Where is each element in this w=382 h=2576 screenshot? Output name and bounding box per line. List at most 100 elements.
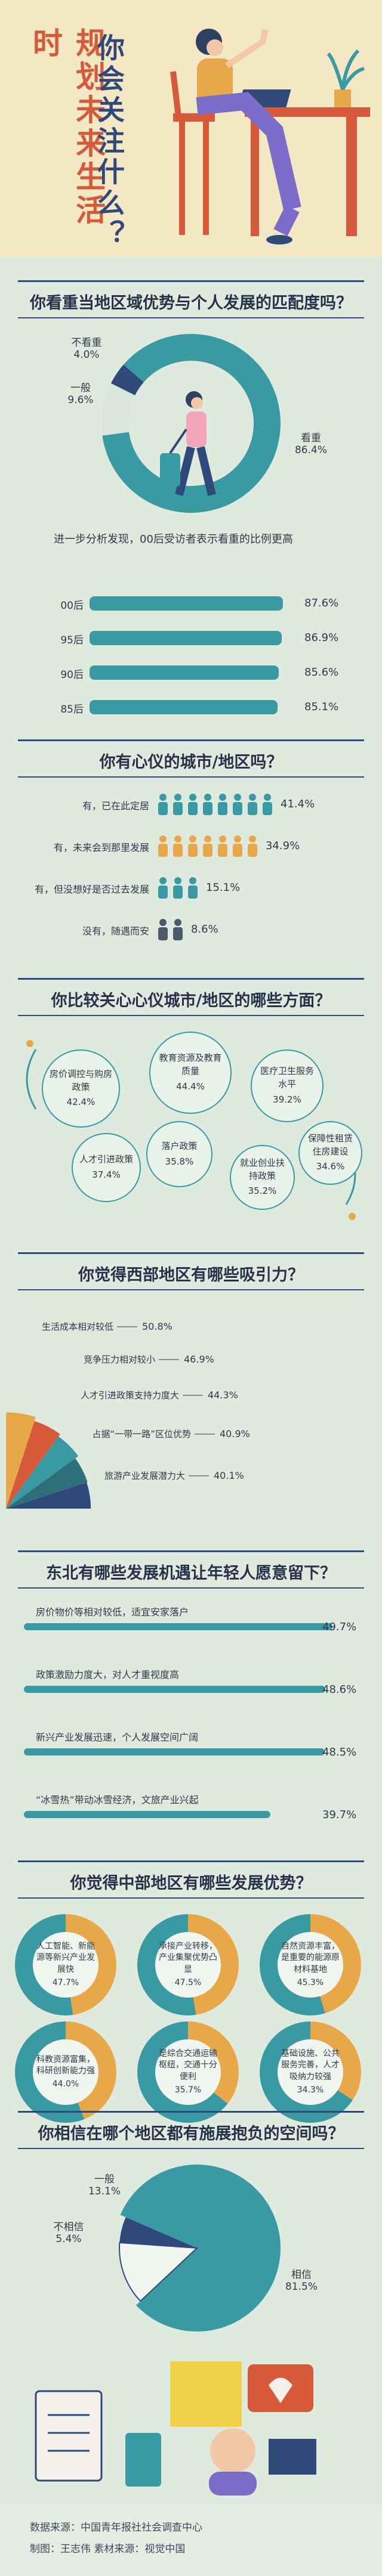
ring-text: 基础设施、公共服务完善，人才吸纳力较强 34.3% (281, 2048, 340, 2096)
section-divider (18, 1015, 364, 1016)
bar-value: 86.9% (304, 631, 339, 644)
ring-center: 科教资源富集，科研创新能力强 44.0% (33, 2039, 98, 2105)
bar-mark (24, 1748, 325, 1755)
concern-bubble: 人才引进政策 37.4% (72, 1133, 141, 1202)
ring-value: 44.0% (52, 2079, 79, 2089)
ring-text: 是综合交通运输枢纽，交通十分便利 35.7% (159, 2048, 217, 2096)
pictogram-label: 没有，随遇而安 (82, 925, 149, 937)
advantage-ring: 自然资源丰富，是重要的能源原材料基地 45.3% (260, 1914, 361, 2015)
advantage-ring: 承接产业转移，产业集聚优势凸显 47.5% (137, 1914, 239, 2015)
hero-title-right: 你会关注什么？ (93, 33, 125, 250)
fan-value: 40.9% (220, 1428, 250, 1439)
bubble-label: 就业创业扶持政策 (239, 1157, 285, 1181)
bar-value: 85.1% (304, 701, 339, 713)
fan-value: 44.3% (208, 1389, 238, 1401)
bubble-label: 教育资源及教育质量 (159, 1052, 222, 1077)
fan-value: 46.9% (184, 1354, 214, 1365)
person-icon (158, 877, 168, 899)
ring-label: 自然资源丰富，是重要的能源原材料基地 (281, 1941, 340, 1974)
fan-value: 50.8% (142, 1321, 172, 1332)
bar-label: 85后 (60, 704, 84, 716)
q7-pie-chart (119, 2165, 281, 2332)
ring-value: 45.3% (297, 1977, 324, 1987)
person-icon (173, 919, 183, 940)
concern-bubble: 房价调控与购房政策 42.4% (42, 1049, 120, 1128)
advantage-ring: 科教资源富集，科研创新能力强 44.0% (15, 2021, 116, 2123)
section-divider (18, 2111, 364, 2113)
fan-label: 生活成本相对较低 (42, 1321, 113, 1332)
advantage-ring: 是综合交通运输枢纽，交通十分便利 35.7% (137, 2021, 239, 2123)
donut-slice-2 (110, 364, 144, 395)
fan-label: 占据“一带一路”区位优势 (92, 1429, 191, 1439)
q1-label-important: 看重 86.4% (294, 432, 327, 456)
person-icon (188, 835, 198, 857)
section-divider (18, 1252, 364, 1254)
q2-title: 你有心仪的城市/地区吗？ (99, 753, 283, 772)
fan-slice-3 (6, 1458, 88, 1509)
hero-title-left: 规划未来生活时 (28, 27, 106, 228)
bar-value: 85.6% (304, 666, 339, 679)
bar-mark (90, 596, 284, 611)
bar-value: 87.6% (304, 597, 339, 609)
person-icon (158, 794, 168, 815)
bar-mark (24, 1686, 326, 1693)
bubble-value: 37.4% (92, 1169, 121, 1180)
ring-center: 自然资源丰富，是重要的能源原材料基地 45.3% (278, 1932, 343, 1998)
concern-bubble: 保障性租赁住房建设 34.6% (298, 1121, 362, 1185)
advantage-ring: 基础设施、公共服务完善，人才吸纳力较强 34.3% (260, 2021, 361, 2123)
bubble-value: 35.8% (165, 1156, 194, 1167)
concern-bubble: 落户政策 35.8% (146, 1121, 212, 1187)
concern-bubble: 教育资源及教育质量 44.4% (149, 1032, 232, 1114)
advantage-ring: 人工智能、新能源等新兴产业发展快 47.7% (15, 1914, 116, 2015)
person-icon (188, 794, 198, 815)
section-divider (18, 1550, 364, 1552)
q4-fan-chart: 生活成本相对较低 50.8% 竞争压力相对较小 46.9% 人才引进政策支持力度大 44.… (6, 1321, 250, 1509)
person-icon (233, 835, 242, 857)
person-icon (233, 794, 242, 815)
person-icon (173, 877, 183, 899)
person-icon (158, 919, 168, 940)
ring-value: 34.3% (297, 2085, 324, 2095)
fan-label: 竞争压力相对较小 (84, 1354, 155, 1365)
ring-label: 基础设施、公共服务完善，人才吸纳力较强 (281, 2048, 340, 2082)
person-icon (173, 794, 183, 815)
concern-bubble: 就业创业扶持政策 35.2% (230, 1145, 295, 1210)
pie-slice-2 (119, 2217, 197, 2248)
q5-title: 东北有哪些发展机遇让年轻人愿意留下？ (46, 1564, 336, 1583)
q3-title: 你比较关心心仪城市/地区的哪些方面？ (51, 992, 331, 1010)
donut-slice-1 (101, 383, 135, 436)
ring-value: 35.7% (174, 2085, 202, 2095)
bar-label: 政策激励力度大，对人才重视度高 (36, 1669, 180, 1680)
bar-value: 48.6% (322, 1683, 357, 1696)
donut-slice-0 (102, 334, 281, 513)
fan-value: 40.1% (214, 1470, 244, 1481)
hero-banner: 规划未来生活时 你会关注什么？ (0, 0, 382, 256)
fan-label: 旅游产业发展潜力大 (104, 1470, 185, 1481)
person-icon (173, 835, 183, 857)
section-divider (18, 1897, 364, 1899)
pictogram-value: 34.9% (266, 840, 300, 852)
bar-value: 48.5% (322, 1746, 357, 1758)
traveler-illustration (160, 391, 216, 496)
q7-label-not: 不相信 5.4% (53, 2221, 84, 2245)
bar-label: 90后 (60, 669, 84, 681)
bubble-label: 落户政策 (161, 1140, 198, 1151)
section-divider (18, 280, 364, 282)
person-icon (248, 794, 257, 815)
q7-label-normal: 一般 13.1% (88, 2174, 121, 2197)
ring-center: 是综合交通运输枢纽，交通十分便利 35.7% (155, 2039, 221, 2105)
fan-label: 人才引进政策支持力度大 (81, 1390, 179, 1401)
bubble-value: 35.2% (248, 1185, 277, 1197)
bar-label: “冰雪热”带动冰雪经济，文旅产业兴起 (36, 1794, 199, 1806)
pictogram-label: 有，但没想好是否过去发展 (34, 884, 149, 895)
bubble-label: 医疗卫生服务水平 (260, 1066, 314, 1090)
bottom-illustration (35, 2361, 316, 2496)
pictogram-value: 8.6% (191, 923, 218, 936)
section-divider (18, 776, 364, 778)
q1-label-not: 不看重 4.0% (71, 337, 102, 361)
pictogram-label: 有，未来会到那里发展 (53, 842, 149, 853)
bubble-value: 34.6% (316, 1161, 345, 1172)
bar-mark (90, 700, 278, 714)
footer: 数据来源：中国青年报社社会调查中心 制图：王志伟 素材来源：视觉中国 (0, 2504, 382, 2576)
pictogram-value: 15.1% (206, 881, 241, 894)
